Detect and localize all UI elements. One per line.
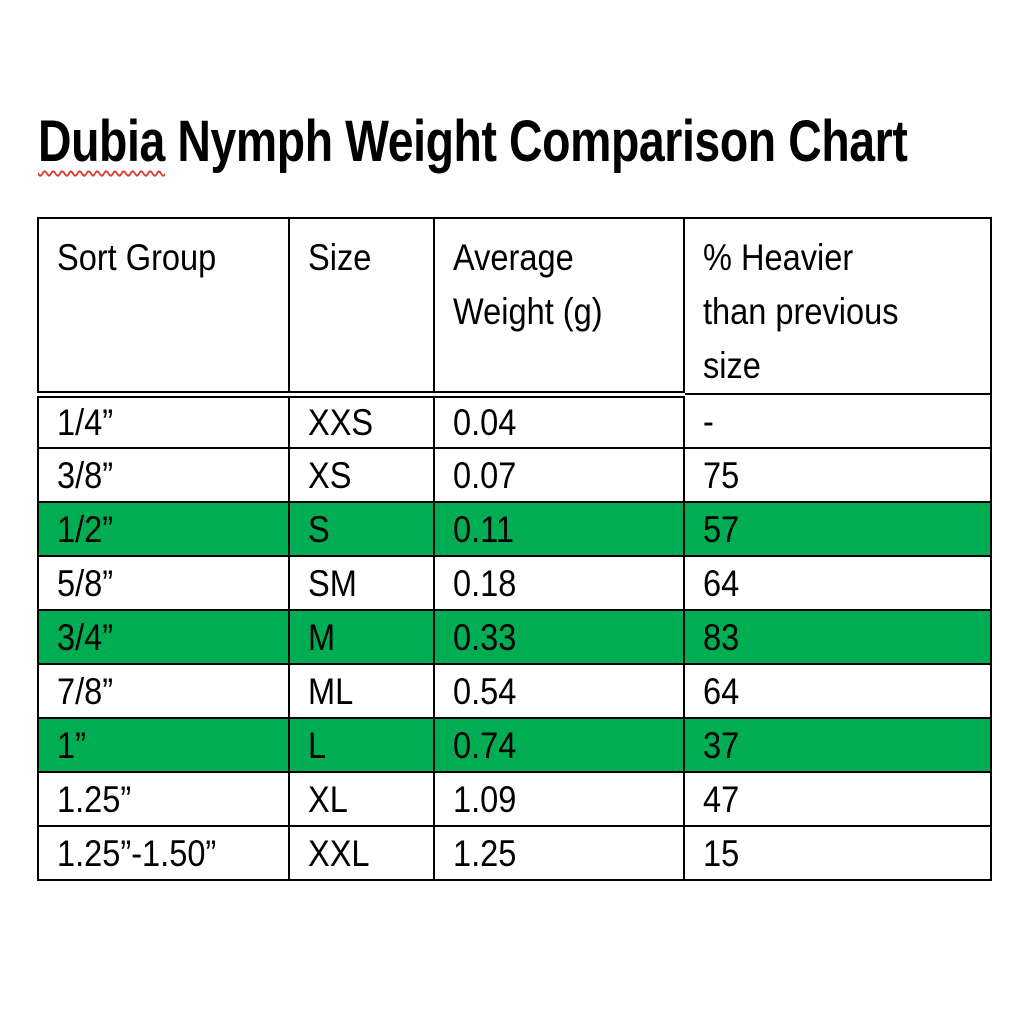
page-title: Dubia Nymph Weight Comparison Chart [38, 113, 908, 171]
cell-pct-heavier: - [683, 393, 992, 449]
cell-size: XXS [288, 393, 435, 449]
cell-sort-group: 1” [37, 717, 290, 773]
cell-size: ML [288, 663, 435, 719]
cell-pct-heavier: 57 [683, 501, 992, 557]
table-row: 1/2” S 0.11 57 [37, 501, 992, 557]
cell-size: XL [288, 771, 435, 827]
header-pct-heavier: % Heavier than previous size [683, 217, 992, 395]
cell-avg-weight: 1.09 [433, 771, 685, 827]
cell-avg-weight: 0.33 [433, 609, 685, 665]
table-row: 5/8” SM 0.18 64 [37, 555, 992, 611]
table-row: 1” L 0.74 37 [37, 717, 992, 773]
cell-sort-group: 1/2” [37, 501, 290, 557]
cell-sort-group: 1.25”-1.50” [37, 825, 290, 881]
cell-sort-group: 3/4” [37, 609, 290, 665]
cell-avg-weight: 0.04 [433, 393, 685, 449]
cell-pct-heavier: 64 [683, 663, 992, 719]
cell-size: XS [288, 447, 435, 503]
cell-pct-heavier: 37 [683, 717, 992, 773]
cell-size: L [288, 717, 435, 773]
header-size: Size [288, 217, 435, 398]
cell-sort-group: 7/8” [37, 663, 290, 719]
cell-pct-heavier: 75 [683, 447, 992, 503]
cell-pct-heavier: 64 [683, 555, 992, 611]
cell-size: XXL [288, 825, 435, 881]
cell-size: S [288, 501, 435, 557]
cell-pct-heavier: 83 [683, 609, 992, 665]
cell-avg-weight: 0.07 [433, 447, 685, 503]
table-row: 3/8” XS 0.07 75 [37, 447, 992, 503]
cell-avg-weight: 0.74 [433, 717, 685, 773]
cell-sort-group: 1.25” [37, 771, 290, 827]
table-row: 3/4” M 0.33 83 [37, 609, 992, 665]
cell-sort-group: 1/4” [37, 393, 290, 449]
title-misspelled-word: Dubia [38, 109, 165, 174]
cell-avg-weight: 0.54 [433, 663, 685, 719]
cell-sort-group: 3/8” [37, 447, 290, 503]
cell-pct-heavier: 47 [683, 771, 992, 827]
cell-avg-weight: 0.11 [433, 501, 685, 557]
header-avg-weight: Average Weight (g) [433, 217, 685, 398]
table-row: 1.25”-1.50” XXL 1.25 15 [37, 825, 992, 881]
cell-pct-heavier: 15 [683, 825, 992, 881]
cell-sort-group: 5/8” [37, 555, 290, 611]
cell-avg-weight: 0.18 [433, 555, 685, 611]
header-sort-group: Sort Group [37, 217, 290, 398]
table-row: 7/8” ML 0.54 64 [37, 663, 992, 719]
cell-size: SM [288, 555, 435, 611]
table-row: 1/4” XXS 0.04 - [37, 393, 992, 449]
title-rest: Nymph Weight Comparison Chart [177, 109, 908, 174]
header-row: Sort Group Size Average Weight (g) % Hea… [37, 217, 992, 398]
cell-size: M [288, 609, 435, 665]
cell-avg-weight: 1.25 [433, 825, 685, 881]
weight-comparison-table: Sort Group Size Average Weight (g) % Hea… [37, 217, 992, 881]
table-row: 1.25” XL 1.09 47 [37, 771, 992, 827]
